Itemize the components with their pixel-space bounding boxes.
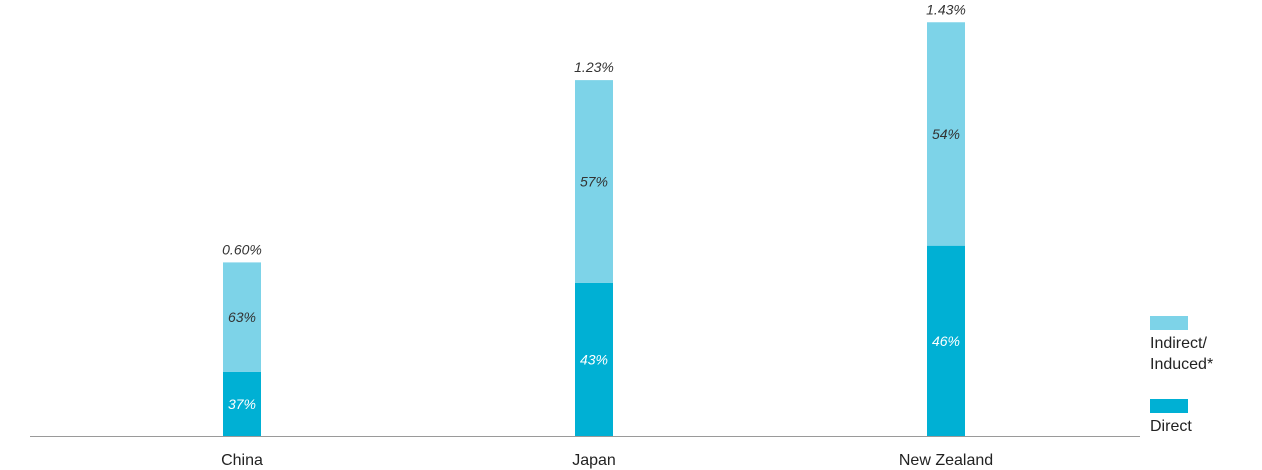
data-label-direct-new-zealand: 46% xyxy=(932,333,960,349)
bar-direct-japan xyxy=(575,282,613,436)
data-label-indirect-japan: 57% xyxy=(580,174,608,190)
total-label-china: 0.60% xyxy=(222,241,262,257)
bar-indirect-japan xyxy=(575,80,613,283)
legend-swatch-direct xyxy=(1150,399,1188,413)
legend-swatch-indirect xyxy=(1150,316,1188,330)
data-label-indirect-china: 63% xyxy=(228,309,256,325)
total-label-new-zealand: 1.43% xyxy=(926,1,966,17)
bar-indirect-new-zealand xyxy=(927,22,965,246)
legend-item-direct: Direct xyxy=(1150,399,1213,437)
data-label-direct-japan: 43% xyxy=(580,351,608,367)
legend-label-direct: Direct xyxy=(1150,418,1192,435)
bar-direct-china xyxy=(223,371,261,436)
x-tick-label-japan: Japan xyxy=(572,452,616,469)
legend-item-indirect: Indirect/ Induced* xyxy=(1150,316,1213,375)
total-label-japan: 1.23% xyxy=(574,59,614,75)
bar-direct-new-zealand xyxy=(927,245,965,436)
legend: Indirect/ Induced* Direct xyxy=(1150,316,1213,437)
data-label-indirect-new-zealand: 54% xyxy=(932,126,960,142)
bar-indirect-china xyxy=(223,262,261,372)
x-tick-label-china: China xyxy=(221,452,263,469)
legend-label-indirect-line2: Induced* xyxy=(1150,356,1214,373)
data-label-direct-china: 37% xyxy=(228,396,256,412)
legend-label-indirect-line1: Indirect/ xyxy=(1150,335,1207,352)
x-tick-label-new-zealand: New Zealand xyxy=(899,452,993,469)
